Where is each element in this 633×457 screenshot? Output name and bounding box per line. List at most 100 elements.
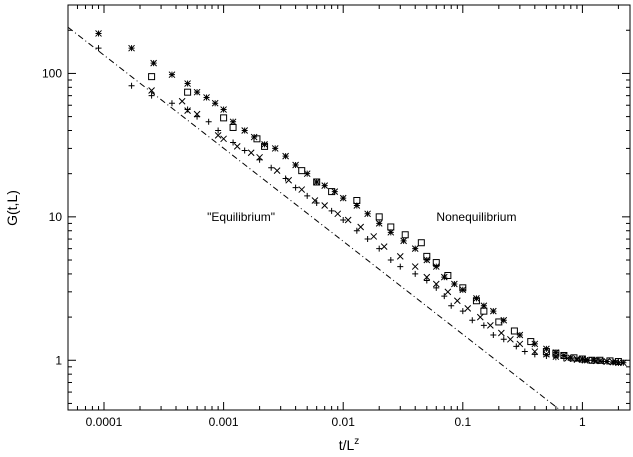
data-point-square	[148, 73, 156, 81]
data-point-cross	[411, 263, 419, 270]
data-point-square	[253, 135, 261, 143]
data-point-plus	[513, 343, 520, 350]
data-point-asterisk	[241, 127, 249, 134]
data-point-cross	[564, 355, 571, 362]
data-point-square	[480, 307, 488, 315]
data-point-cross	[298, 186, 306, 193]
data-point-cross	[273, 167, 281, 174]
data-point-cross	[531, 348, 539, 355]
data-point-plus	[184, 106, 191, 113]
data-point-square	[510, 327, 518, 335]
data-point-cross	[233, 143, 241, 150]
data-point-cross	[516, 340, 524, 348]
data-point-plus	[353, 227, 360, 234]
data-point-cross	[612, 358, 620, 366]
x-tick-label: 0.01	[332, 415, 356, 429]
x-tick-label: 0.1	[454, 415, 471, 429]
data-point-plus	[376, 245, 383, 252]
data-point-asterisk	[451, 280, 458, 288]
data-point-plus	[148, 92, 155, 99]
data-point-cross	[321, 202, 329, 209]
data-point-asterisk	[400, 237, 407, 245]
data-point-cross	[487, 322, 494, 329]
data-point-cross	[396, 253, 404, 260]
data-point-square	[184, 88, 192, 96]
data-point-asterisk	[128, 44, 135, 52]
data-point-square	[353, 197, 361, 205]
data-point-cross	[220, 135, 227, 143]
data-point-asterisk	[303, 170, 311, 178]
data-point-plus	[128, 82, 135, 89]
data-point-asterisk	[411, 245, 419, 253]
data-point-cross	[603, 358, 611, 365]
data-point-cross	[573, 356, 581, 363]
data-point-asterisk	[375, 220, 383, 227]
data-point-cross	[256, 153, 263, 161]
data-point-plus	[448, 302, 455, 309]
data-point-cross	[453, 297, 461, 305]
data-point-plus	[560, 355, 567, 362]
data-point-asterisk	[584, 356, 591, 364]
data-point-asterisk	[440, 273, 448, 281]
data-point-asterisk	[282, 152, 289, 160]
data-point-plus	[241, 147, 248, 154]
data-point-asterisk	[220, 106, 227, 113]
ticks-layer: 0.0001 0.001 0.01 0.1 1 1 10 100	[42, 4, 630, 429]
data-point-asterisk	[313, 178, 321, 186]
data-point-plus	[412, 270, 419, 277]
data-point-cross	[370, 233, 378, 240]
data-point-cross	[497, 329, 505, 337]
data-point-asterisk	[193, 88, 201, 96]
data-point-asterisk	[432, 263, 440, 270]
data-point-plus	[423, 277, 430, 284]
data-point-asterisk	[95, 30, 102, 37]
x-axis-title-base: t/L	[339, 437, 355, 453]
data-point-cross	[344, 216, 352, 224]
data-point-square	[459, 284, 467, 292]
data-point-plus	[95, 45, 102, 52]
y-tick-label: 1	[55, 353, 62, 367]
x-axis-title: t/Lz	[339, 436, 360, 453]
data-point-asterisk	[168, 71, 176, 79]
data-point-cross	[543, 350, 550, 358]
data-point-asterisk	[364, 210, 371, 218]
data-point-plus	[433, 284, 440, 291]
x-tick-label: 0.001	[209, 415, 239, 429]
data-point-plus	[230, 139, 237, 146]
data-point-asterisk	[423, 256, 431, 264]
data-point-asterisk	[203, 94, 210, 101]
data-point-cross	[193, 110, 201, 118]
data-point-square	[328, 188, 336, 196]
data-point-plus	[397, 263, 404, 270]
data-point-cross	[432, 280, 440, 288]
data-point-cross	[311, 197, 319, 204]
data-point-plus	[500, 336, 507, 343]
data-point-square	[401, 231, 409, 239]
data-point-square	[423, 252, 431, 260]
data-point-plus	[521, 348, 528, 355]
data-point-plus	[609, 359, 616, 366]
data-point-cross	[380, 243, 388, 250]
data-point-asterisk	[552, 349, 560, 357]
data-point-cross	[214, 132, 222, 139]
data-point-plus	[480, 322, 487, 329]
data-point-cross	[464, 305, 472, 312]
data-point-asterisk	[489, 307, 497, 315]
data-point-square	[261, 142, 269, 150]
y-axis-title: G(t,L)	[4, 190, 20, 226]
data-point-square	[220, 114, 228, 122]
data-point-square	[472, 297, 480, 305]
annotation-equilibrium: "Equilibrium"	[207, 210, 275, 224]
data-point-cross	[552, 353, 560, 360]
data-point-plus	[205, 118, 212, 125]
data-point-cross	[507, 335, 514, 343]
data-point-asterisk	[459, 286, 467, 294]
data-point-plus	[292, 184, 299, 191]
points-layer	[95, 30, 627, 367]
data-point-cross	[423, 273, 431, 281]
data-point-square	[417, 239, 425, 247]
data-point-square	[527, 338, 535, 346]
plot-frame	[67, 4, 631, 411]
data-point-plus	[588, 357, 595, 364]
data-point-cross	[357, 223, 365, 231]
